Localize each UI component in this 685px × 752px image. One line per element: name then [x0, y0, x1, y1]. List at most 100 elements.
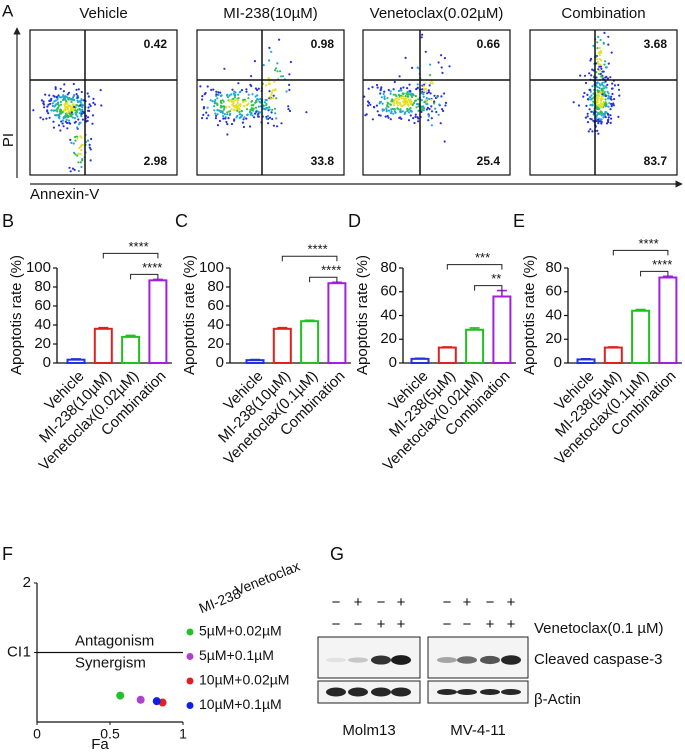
flow-dot	[427, 119, 430, 122]
flow-dot	[216, 103, 219, 107]
flow-dot	[443, 140, 446, 143]
flow-dot	[610, 105, 613, 108]
flow-dot	[412, 94, 415, 97]
flow-dot	[425, 108, 428, 111]
y-axis-label: CI	[7, 643, 22, 660]
flow-dot	[421, 108, 424, 112]
flow-dot	[422, 85, 425, 88]
flow-dot	[595, 116, 598, 119]
flow-dot	[380, 86, 383, 89]
flow-dot	[407, 93, 410, 96]
flow-dot	[583, 91, 586, 95]
flow-dot	[59, 87, 62, 90]
flow-dot	[409, 107, 412, 110]
flow-dot	[404, 103, 407, 106]
quadrant-value: 83.7	[644, 154, 668, 168]
flow-dot	[433, 100, 436, 103]
significance-label: ****	[142, 260, 162, 275]
flow-dot	[428, 114, 431, 117]
legend-label: 5µM+0.1µM	[199, 647, 274, 663]
y-tick-label: 80	[207, 278, 224, 295]
flow-dot	[250, 108, 253, 111]
flow-dot	[434, 107, 437, 110]
significance-label: ****	[638, 236, 658, 251]
flow-dot	[100, 104, 103, 107]
flow-dot	[56, 98, 59, 101]
flow-dot	[207, 114, 210, 117]
flow-dot	[383, 108, 386, 111]
flow-dot	[274, 112, 277, 115]
flow-dot	[416, 116, 419, 119]
bar	[327, 282, 347, 365]
flow-dot	[577, 104, 581, 107]
flow-dot	[364, 114, 367, 117]
treatment-sign: +	[377, 616, 386, 633]
flow-dot	[231, 88, 234, 91]
flow-dot	[274, 67, 278, 70]
flow-dot	[442, 109, 445, 113]
flow-dot	[408, 99, 411, 102]
error-bar	[581, 358, 591, 360]
flow-dot	[64, 114, 67, 117]
flow-dot	[242, 125, 245, 129]
flow-dot	[259, 97, 262, 101]
flow-dot	[595, 76, 598, 79]
flow-dot	[53, 100, 56, 103]
flow-dot	[602, 87, 606, 90]
significance-label: ***	[475, 250, 490, 265]
bar	[66, 358, 86, 364]
flow-dot	[443, 92, 446, 95]
flow-dot	[600, 67, 603, 70]
flow-dot	[425, 97, 428, 100]
flow-dot	[68, 105, 71, 108]
flow-dot	[604, 94, 607, 98]
flow-dot	[610, 51, 613, 54]
flow-dot	[584, 81, 588, 85]
flow-dot	[52, 126, 56, 129]
flow-dot	[587, 98, 590, 101]
flow-dot	[401, 105, 404, 108]
flow-dot	[72, 94, 76, 97]
bar	[148, 279, 168, 365]
flow-dot	[607, 43, 610, 46]
flow-dot	[605, 104, 608, 107]
y-axis-label: PI	[0, 133, 17, 147]
bar	[631, 309, 651, 364]
flow-dot	[238, 91, 241, 94]
flow-dot	[392, 101, 395, 104]
flow-dot	[75, 104, 78, 107]
flow-dot	[604, 80, 607, 83]
flow-dot	[385, 107, 388, 110]
significance-bracket	[612, 249, 669, 256]
flow-dot	[271, 97, 275, 100]
flow-dot	[93, 103, 97, 106]
blot-band	[457, 656, 477, 664]
flow-dot	[217, 93, 220, 96]
flow-dot	[87, 95, 90, 98]
flow-dot	[288, 109, 292, 113]
flow-dot	[376, 86, 379, 89]
flow-dot	[54, 87, 57, 91]
flow-dot	[396, 97, 399, 100]
flow-dot	[392, 112, 395, 115]
flow-dot	[271, 117, 274, 121]
flow-dot	[82, 99, 85, 102]
flow-dot	[605, 66, 608, 69]
flow-dot	[389, 92, 392, 95]
flow-dot	[425, 102, 428, 105]
region-label: Synergism	[75, 654, 146, 671]
flow-dot	[276, 62, 279, 65]
flow-dot	[78, 123, 81, 126]
flow-dot	[596, 97, 600, 100]
flow-dot	[412, 117, 415, 120]
flow-dot	[590, 74, 593, 77]
flow-dot	[220, 94, 223, 97]
flow-dot	[232, 92, 235, 95]
flow-dot	[601, 76, 604, 79]
flow-dot	[256, 88, 259, 92]
flow-dot	[226, 111, 229, 114]
flow-dot	[62, 119, 65, 122]
flow-dot	[57, 113, 60, 116]
flow-dot	[602, 42, 605, 45]
treatment-sign: −	[332, 594, 341, 611]
